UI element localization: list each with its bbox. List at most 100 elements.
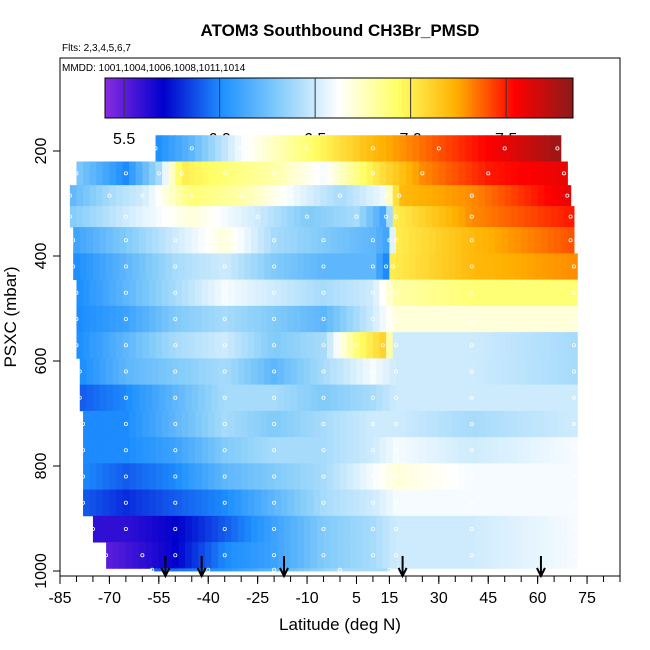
- sample-marker: [189, 193, 194, 198]
- sample-marker: [321, 500, 326, 505]
- heatmap-cell: [307, 185, 315, 207]
- heatmap-cell: [132, 384, 140, 412]
- heatmap-cell: [349, 227, 358, 254]
- heatmap-cell: [392, 161, 400, 186]
- heatmap-cell: [280, 332, 288, 359]
- heatmap-cell: [554, 358, 562, 386]
- heatmap-cell: [89, 437, 97, 464]
- heatmap-cell: [303, 253, 311, 281]
- heatmap-cell: [544, 305, 552, 333]
- heatmap-cell: [280, 305, 288, 333]
- heatmap-cell: [267, 279, 275, 307]
- heatmap-cell: [409, 227, 417, 254]
- sample-marker: [255, 214, 260, 219]
- heatmap-cell: [313, 206, 321, 228]
- heatmap-cell: [195, 279, 203, 307]
- heatmap-cell: [511, 135, 519, 162]
- heatmap-cell: [491, 279, 499, 307]
- heatmap-cell: [307, 305, 315, 333]
- heatmap-cell: [471, 463, 479, 491]
- heatmap-cell: [148, 185, 157, 207]
- heatmap-cell: [274, 161, 282, 186]
- heatmap-cell: [465, 135, 473, 162]
- heatmap-cell: [280, 410, 288, 438]
- heatmap-cell: [188, 305, 196, 333]
- heatmap-cell: [392, 206, 400, 228]
- heatmap-cell: [550, 279, 559, 307]
- sample-marker: [469, 448, 474, 453]
- heatmap-cell: [428, 384, 437, 412]
- sample-marker: [272, 553, 277, 558]
- arrow-head: [279, 567, 289, 579]
- heatmap-cell: [221, 332, 229, 359]
- heatmap-cell: [478, 410, 486, 438]
- colorbar-gradient: [104, 77, 574, 119]
- heatmap-cell: [168, 206, 176, 228]
- heatmap-cell: [267, 161, 275, 186]
- heatmap-cell: [468, 384, 476, 412]
- sample-marker: [370, 238, 375, 243]
- heatmap-cell: [109, 437, 117, 464]
- heatmap-cell: [211, 227, 219, 254]
- heatmap-cell: [73, 253, 81, 281]
- heatmap-cell: [402, 384, 410, 412]
- x-tick-label: 75: [578, 590, 596, 607]
- heatmap-cell: [155, 463, 163, 491]
- sample-marker: [77, 369, 82, 374]
- heatmap-cell: [333, 489, 341, 517]
- heatmap-cell: [201, 332, 209, 359]
- heatmap-cell: [221, 161, 229, 186]
- heatmap-cell: [214, 279, 223, 307]
- heatmap-cell: [405, 185, 414, 207]
- sample-marker: [222, 527, 227, 532]
- heatmap-cell: [465, 161, 473, 186]
- heatmap-cell: [340, 305, 348, 333]
- sample-marker: [74, 343, 79, 348]
- heatmap-cell: [260, 332, 269, 359]
- heatmap-cell: [139, 515, 147, 543]
- sample-marker: [189, 214, 194, 219]
- heatmap-cell: [366, 437, 374, 464]
- heatmap-cell: [102, 463, 111, 491]
- sample-marker: [469, 527, 474, 532]
- heatmap-cell: [484, 437, 493, 464]
- heatmap-cell: [435, 384, 443, 412]
- sample-marker: [179, 171, 184, 176]
- heatmap-cell: [399, 279, 407, 307]
- heatmap-cell: [372, 185, 381, 207]
- heatmap-cell: [349, 515, 358, 543]
- heatmap-cell: [369, 515, 377, 543]
- heatmap-cell: [303, 227, 311, 254]
- heatmap-cell: [567, 515, 575, 543]
- heatmap-cell: [353, 206, 361, 228]
- arrow-head: [196, 567, 207, 579]
- heatmap-cell: [524, 410, 532, 438]
- heatmap-cell: [234, 332, 242, 359]
- heatmap-cell: [534, 515, 542, 543]
- heatmap-cell: [353, 463, 361, 491]
- sample-marker: [393, 395, 398, 400]
- heatmap-cell: [484, 185, 493, 207]
- heatmap-cell: [218, 253, 226, 281]
- heatmap-cell: [293, 135, 302, 162]
- heatmap-cell: [435, 358, 443, 386]
- heatmap-cell: [109, 305, 117, 333]
- heatmap-cell: [399, 410, 407, 438]
- heatmap-cell: [376, 384, 384, 412]
- heatmap-cell: [517, 410, 526, 438]
- heatmap-cell: [290, 568, 298, 572]
- heatmap-cell: [221, 305, 229, 333]
- heatmap-cell: [86, 358, 94, 386]
- heatmap-cell: [148, 463, 157, 491]
- heatmap-cell: [527, 253, 535, 281]
- heatmap-cell: [405, 305, 414, 333]
- sample-marker: [67, 214, 72, 219]
- heatmap-cell: [152, 358, 160, 386]
- sample-marker: [571, 264, 576, 269]
- sample-marker: [305, 146, 310, 151]
- sample-marker: [370, 527, 375, 532]
- heatmap-cell: [346, 463, 354, 491]
- heatmap-cell: [392, 332, 400, 359]
- heatmap-cell: [106, 227, 114, 254]
- heatmap-cell: [211, 253, 219, 281]
